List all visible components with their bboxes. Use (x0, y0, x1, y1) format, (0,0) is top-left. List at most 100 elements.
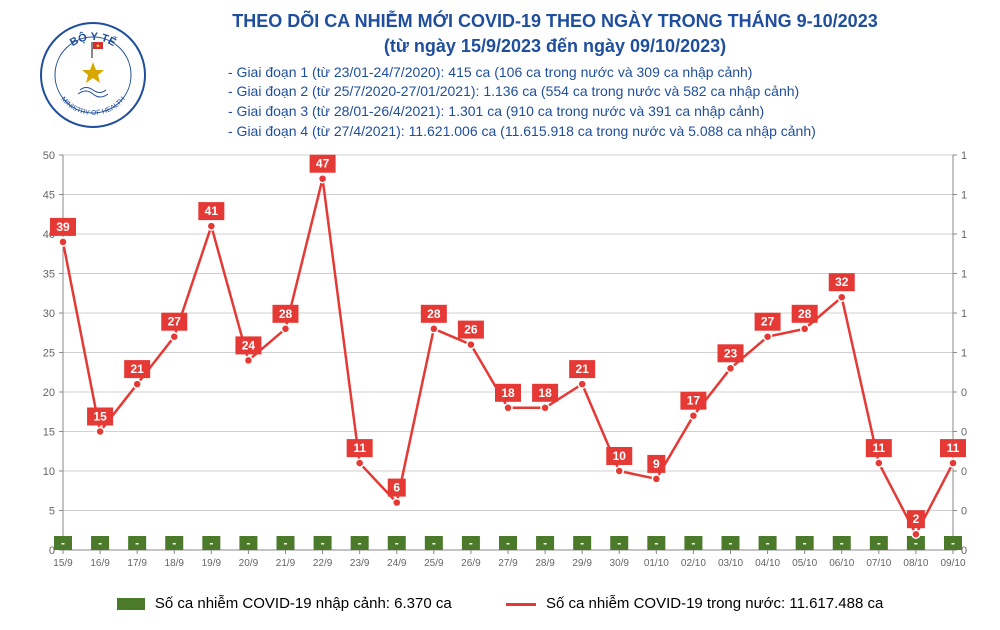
svg-text:-: - (209, 536, 213, 550)
svg-text:-: - (469, 536, 473, 550)
svg-text:21/9: 21/9 (276, 558, 296, 569)
chart-title: THEO DÕI CA NHIỄM MỚI COVID-19 THEO NGÀY… (138, 10, 972, 33)
legend-line-label: Số ca nhiễm COVID-19 trong nước: 11.617.… (546, 595, 883, 612)
svg-text:-: - (395, 536, 399, 550)
svg-text:-: - (321, 536, 325, 550)
svg-text:45: 45 (43, 190, 55, 202)
svg-text:0: 0 (961, 427, 967, 439)
svg-text:04/10: 04/10 (755, 558, 780, 569)
svg-text:29/9: 29/9 (572, 558, 592, 569)
svg-text:-: - (543, 536, 547, 550)
svg-text:30/9: 30/9 (610, 558, 630, 569)
svg-text:28: 28 (427, 307, 441, 321)
legend-item-bar: Số ca nhiễm COVID-19 nhập cảnh: 6.370 ca (117, 595, 452, 612)
phase-line: - Giai đoạn 4 (từ 27/4/2021): 11.621.006… (228, 122, 972, 142)
svg-text:39: 39 (56, 220, 70, 234)
svg-text:1: 1 (961, 269, 967, 281)
svg-text:03/10: 03/10 (718, 558, 743, 569)
svg-text:17/9: 17/9 (127, 558, 147, 569)
svg-text:27/9: 27/9 (498, 558, 518, 569)
svg-text:02/10: 02/10 (681, 558, 706, 569)
svg-text:-: - (951, 536, 955, 550)
svg-text:-: - (135, 536, 139, 550)
svg-text:28: 28 (279, 307, 293, 321)
svg-text:9: 9 (653, 457, 660, 471)
svg-text:10: 10 (613, 449, 627, 463)
svg-text:11: 11 (872, 441, 885, 455)
svg-text:0: 0 (961, 387, 967, 399)
svg-text:MINISTRY OF HEALTH: MINISTRY OF HEALTH (59, 96, 126, 117)
svg-text:20/9: 20/9 (239, 558, 259, 569)
svg-text:-: - (729, 536, 733, 550)
svg-text:09/10: 09/10 (940, 558, 965, 569)
svg-text:18/9: 18/9 (165, 558, 185, 569)
svg-text:16/9: 16/9 (90, 558, 110, 569)
svg-text:-: - (61, 536, 65, 550)
svg-text:27: 27 (168, 315, 182, 329)
phase-line: - Giai đoạn 1 (từ 23/01-24/7/2020): 415 … (228, 63, 972, 83)
svg-text:-: - (172, 536, 176, 550)
svg-text:11: 11 (353, 441, 366, 455)
svg-text:05/10: 05/10 (792, 558, 817, 569)
svg-text:1: 1 (961, 308, 967, 320)
svg-text:25/9: 25/9 (424, 558, 444, 569)
svg-text:15: 15 (93, 410, 107, 424)
svg-text:24: 24 (242, 338, 256, 352)
svg-text:23/9: 23/9 (350, 558, 370, 569)
svg-text:07/10: 07/10 (866, 558, 891, 569)
svg-text:-: - (284, 536, 288, 550)
svg-text:26/9: 26/9 (461, 558, 481, 569)
svg-text:1: 1 (961, 348, 967, 360)
phase-line: - Giai đoạn 3 (từ 28/01-26/4/2021): 1.30… (228, 102, 972, 122)
svg-text:5: 5 (49, 506, 55, 518)
legend-line-icon (506, 603, 536, 606)
ministry-logo: BỘ Y TẾ MINISTRY OF HEALTH (38, 20, 148, 130)
svg-text:18: 18 (538, 386, 552, 400)
svg-text:24/9: 24/9 (387, 558, 407, 569)
svg-text:21: 21 (130, 362, 144, 376)
svg-text:18: 18 (501, 386, 515, 400)
svg-text:35: 35 (43, 269, 55, 281)
svg-text:17: 17 (687, 394, 701, 408)
legend: Số ca nhiễm COVID-19 nhập cảnh: 6.370 ca… (8, 595, 992, 612)
svg-text:08/10: 08/10 (903, 558, 928, 569)
legend-item-line: Số ca nhiễm COVID-19 trong nước: 11.617.… (506, 595, 883, 612)
svg-text:28: 28 (798, 307, 812, 321)
legend-bar-label: Số ca nhiễm COVID-19 nhập cảnh: 6.370 ca (155, 595, 452, 612)
covid-chart: 005010015020025130135140145150115/9-16/9… (8, 145, 1000, 630)
svg-text:-: - (840, 536, 844, 550)
logo-text-bottom: MINISTRY OF HEALTH (59, 96, 126, 117)
svg-text:0: 0 (961, 466, 967, 478)
svg-text:11: 11 (947, 441, 960, 455)
svg-text:15/9: 15/9 (53, 558, 73, 569)
svg-text:27: 27 (761, 315, 775, 329)
svg-text:-: - (506, 536, 510, 550)
svg-text:26: 26 (464, 323, 478, 337)
svg-text:-: - (803, 536, 807, 550)
svg-text:10: 10 (43, 466, 55, 478)
svg-text:-: - (654, 536, 658, 550)
svg-text:1: 1 (961, 190, 967, 202)
svg-text:22/9: 22/9 (313, 558, 333, 569)
svg-text:28/9: 28/9 (535, 558, 555, 569)
chart-subtitle: (từ ngày 15/9/2023 đến ngày 09/10/2023) (138, 35, 972, 58)
svg-text:25: 25 (43, 348, 55, 360)
svg-text:32: 32 (835, 275, 849, 289)
svg-text:41: 41 (205, 204, 219, 218)
svg-text:01/10: 01/10 (644, 558, 669, 569)
svg-text:21: 21 (575, 362, 589, 376)
svg-text:-: - (691, 536, 695, 550)
svg-text:-: - (877, 536, 881, 550)
svg-text:-: - (580, 536, 584, 550)
svg-text:-: - (246, 536, 250, 550)
svg-text:19/9: 19/9 (202, 558, 222, 569)
svg-text:0: 0 (961, 506, 967, 518)
svg-text:06/10: 06/10 (829, 558, 854, 569)
phase-list: - Giai đoạn 1 (từ 23/01-24/7/2020): 415 … (138, 63, 972, 141)
svg-text:47: 47 (316, 157, 330, 171)
svg-text:23: 23 (724, 346, 738, 360)
svg-text:2: 2 (913, 512, 920, 526)
svg-text:30: 30 (43, 308, 55, 320)
svg-text:-: - (358, 536, 362, 550)
svg-text:-: - (98, 536, 102, 550)
